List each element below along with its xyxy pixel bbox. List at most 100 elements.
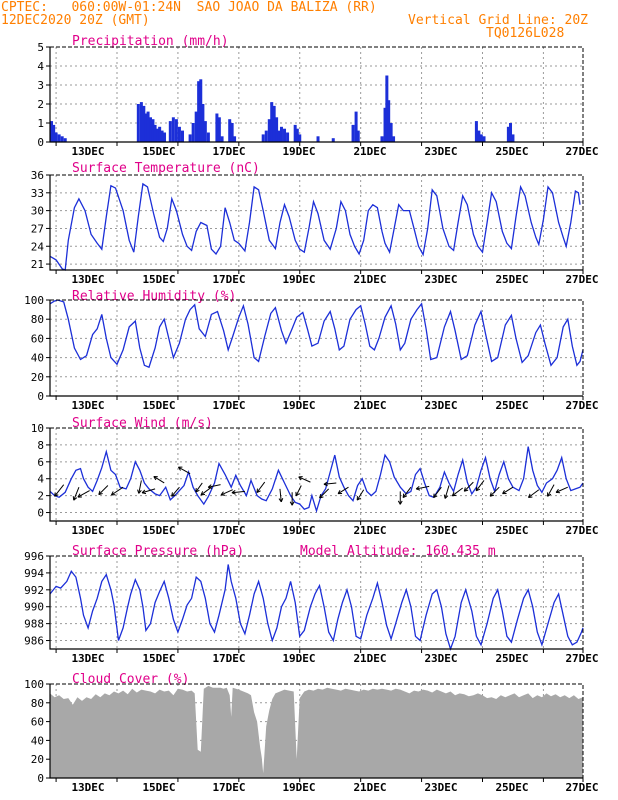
x-tick-label: 27DEC (565, 145, 598, 158)
y-tick-label: 994 (24, 567, 44, 580)
precip-bar (136, 104, 140, 142)
precip-bar (63, 138, 67, 142)
precip-bar (283, 128, 287, 142)
axis-frame-dashed (50, 46, 584, 142)
precip-bar (264, 130, 268, 142)
header-location: CPTEC: 060:00W-01:24N SAO JOAO DA BALIZA… (1, 0, 377, 15)
y-tick-label: 4 (37, 60, 44, 73)
y-tick-label: 40 (31, 352, 44, 365)
y-tick-label: 80 (31, 313, 44, 326)
precip-bar (275, 117, 279, 142)
precip-bar (479, 134, 483, 142)
x-tick-label: 21DEC (353, 399, 386, 412)
x-tick-label: 17DEC (212, 524, 245, 537)
x-tick-label: 15DEC (142, 145, 175, 158)
wind-arrow (171, 486, 180, 497)
x-tick-label: 27DEC (565, 399, 598, 412)
x-tick-label: 17DEC (212, 781, 245, 794)
precip-bar (385, 75, 389, 142)
precip-bar (177, 126, 181, 142)
axis-frame (49, 300, 583, 397)
x-tick-label: 27DEC (565, 781, 598, 794)
wind-arrow (463, 481, 474, 492)
x-tick-label: 21DEC (353, 273, 386, 286)
precip-bar (354, 111, 358, 142)
precip-bar (139, 102, 143, 142)
y-tick-label: 33 (31, 187, 44, 200)
precip-bar (233, 136, 237, 142)
precip-bar (261, 134, 265, 142)
axis-frame-dashed (50, 174, 584, 270)
axis-frame (49, 47, 583, 143)
x-tick-label: 25DEC (495, 652, 528, 665)
y-tick-label: 27 (31, 222, 44, 235)
precip-bar (54, 132, 58, 142)
wind-arrow (451, 487, 463, 497)
wind-arrow (295, 485, 302, 497)
wind-arrow (443, 485, 450, 499)
wind-arrow (207, 484, 221, 489)
wind-arrow (502, 486, 514, 495)
panel-title: Relative Humidity (%) (72, 289, 236, 304)
x-tick-label: 25DEC (495, 399, 528, 412)
y-tick-label: 0 (37, 136, 44, 149)
panel-title: Cloud Cover (%) (72, 672, 189, 687)
x-tick-label: 19DEC (282, 781, 315, 794)
x-tick-label: 13DEC (71, 524, 104, 537)
wind-arrow (98, 485, 109, 496)
x-tick-label: 13DEC (71, 652, 104, 665)
series-line (49, 446, 584, 514)
x-tick-label: 15DEC (142, 524, 175, 537)
panel-annotation: Model Altitude: 160.435 m (300, 544, 496, 559)
y-tick-label: 20 (31, 753, 44, 766)
wind-arrow (153, 475, 165, 484)
precip-bar (171, 117, 175, 142)
wind-arrow (54, 484, 65, 497)
precip-bar (217, 117, 221, 142)
x-tick-label: 19DEC (282, 524, 315, 537)
y-tick-label: 100 (24, 678, 44, 691)
precip-bar (163, 132, 167, 142)
x-tick-label: 19DEC (282, 399, 315, 412)
precip-bar (168, 121, 172, 142)
y-tick-label: 996 (24, 550, 44, 563)
y-tick-label: 24 (31, 240, 45, 253)
wind-arrow (195, 482, 203, 493)
y-tick-label: 2 (37, 98, 44, 111)
y-tick-label: 0 (37, 507, 44, 520)
panel-5: Cloud Cover (%) 0 20 40 60 80 100 13DEC 15DEC 17D… (24, 672, 598, 794)
wind-arrow (110, 486, 124, 496)
precip-bar (146, 111, 150, 142)
header-grid-info: Vertical Grid Line: 20Z (408, 13, 589, 28)
wind-arrow (402, 486, 412, 499)
wind-arrow (289, 492, 295, 506)
wind-arrow (356, 489, 365, 501)
series-line (49, 182, 581, 271)
y-tick-label: 988 (24, 618, 44, 631)
precip-bar (286, 132, 290, 142)
wind-arrow (323, 481, 337, 487)
header-model-id: TQ0126L028 (486, 26, 565, 41)
y-tick-label: 1 (37, 117, 44, 130)
x-tick-label: 17DEC (212, 652, 245, 665)
wind-arrow (298, 476, 311, 483)
wind-arrow (231, 490, 245, 495)
cloud-cover-area (50, 685, 583, 778)
x-tick-label: 13DEC (71, 145, 104, 158)
precip-bar (279, 126, 283, 142)
panel-title: Precipitation (mm/h) (72, 34, 229, 49)
precip-bar (144, 113, 148, 142)
precip-bar (180, 130, 184, 142)
wind-arrow (415, 485, 430, 491)
precip-bar (392, 136, 396, 142)
wind-arrow (337, 486, 349, 495)
precip-bar (228, 119, 232, 142)
panel-title: Surface Pressure (hPa) (72, 544, 244, 559)
x-tick-label: 23DEC (424, 781, 457, 794)
precip-bar (197, 81, 201, 142)
x-tick-label: 21DEC (353, 524, 386, 537)
precip-bar (215, 113, 219, 142)
axis-frame-dashed (50, 683, 584, 778)
wind-arrow (547, 484, 555, 497)
precip-bar (389, 123, 393, 142)
